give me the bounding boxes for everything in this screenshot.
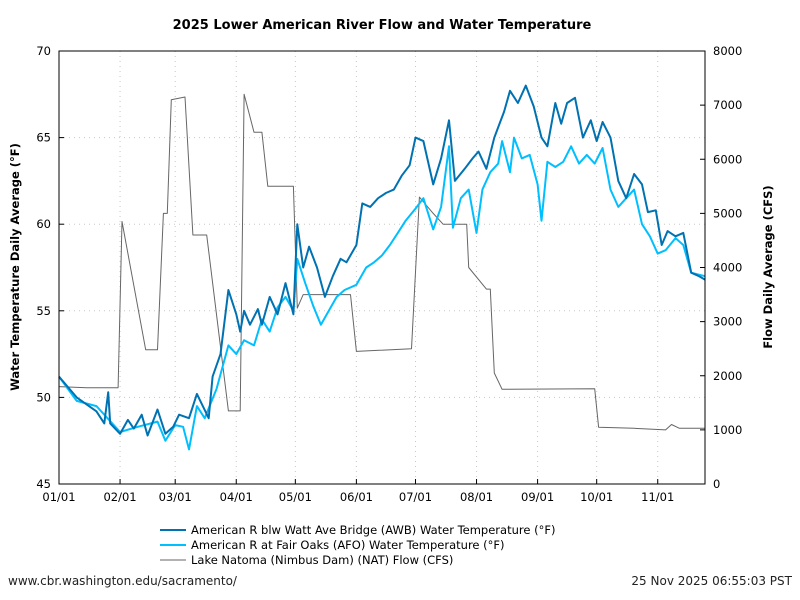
- y-right-tick-label: 1000: [713, 423, 742, 437]
- legend: American R blw Watt Ave Bridge (AWB) Wat…: [160, 523, 555, 567]
- x-tick-label: 11/01: [641, 490, 674, 504]
- y-right-label: Flow Daily Average (CFS): [761, 185, 775, 348]
- x-tick-label: 08/01: [460, 490, 493, 504]
- y-right-tick-label: 8000: [713, 44, 742, 58]
- x-tick-label: 09/01: [521, 490, 554, 504]
- y-left-tick-label: 45: [36, 477, 51, 491]
- y-right-tick-label: 7000: [713, 98, 742, 112]
- y-right-tick-label: 4000: [713, 261, 742, 275]
- y-right-tick-label: 6000: [713, 152, 742, 166]
- x-tick-label: 07/01: [399, 490, 432, 504]
- x-tick-label: 05/01: [279, 490, 312, 504]
- x-tick-label: 01/01: [42, 490, 75, 504]
- footer-timestamp: 25 Nov 2025 06:55:03 PST: [631, 574, 792, 588]
- legend-label: American R at Fair Oaks (AFO) Water Temp…: [191, 538, 504, 552]
- y-left-tick-label: 70: [36, 44, 51, 58]
- plot-frame: [58, 50, 706, 485]
- x-tick-label: 06/01: [340, 490, 373, 504]
- x-tick-label: 03/01: [159, 490, 192, 504]
- y-right-tick-label: 3000: [713, 315, 742, 329]
- y-right-tick-label: 0: [713, 477, 720, 491]
- x-tick-label: 04/01: [220, 490, 253, 504]
- y-right-tick-label: 5000: [713, 206, 742, 220]
- y-left-tick-label: 60: [36, 217, 51, 231]
- series-line-nat: [58, 93, 705, 431]
- series-line-awb: [58, 84, 706, 437]
- y-left-tick-label: 55: [36, 304, 51, 318]
- legend-label: Lake Natoma (Nimbus Dam) (NAT) Flow (CFS…: [191, 553, 453, 567]
- series-group: [58, 84, 706, 451]
- y-left-tick-label: 50: [36, 390, 51, 404]
- x-tick-label: 10/01: [580, 490, 613, 504]
- axes: 01/01 02/01 03/01 04/01 05/01 06/01 07/01 08/01…: [36, 44, 742, 504]
- series-line-afo: [58, 136, 706, 451]
- y-left-label: Water Temperature Daily Average (°F): [8, 143, 22, 391]
- y-right-tick-label: 2000: [713, 369, 742, 383]
- legend-label: American R blw Watt Ave Bridge (AWB) Wat…: [191, 523, 555, 537]
- grid: [59, 51, 705, 484]
- footer-url: www.cbr.washington.edu/sacramento/: [8, 574, 237, 588]
- y-left-tick-label: 65: [36, 131, 51, 145]
- chart-title: 2025 Lower American River Flow and Water…: [173, 18, 592, 33]
- x-tick-label: 02/01: [103, 490, 136, 504]
